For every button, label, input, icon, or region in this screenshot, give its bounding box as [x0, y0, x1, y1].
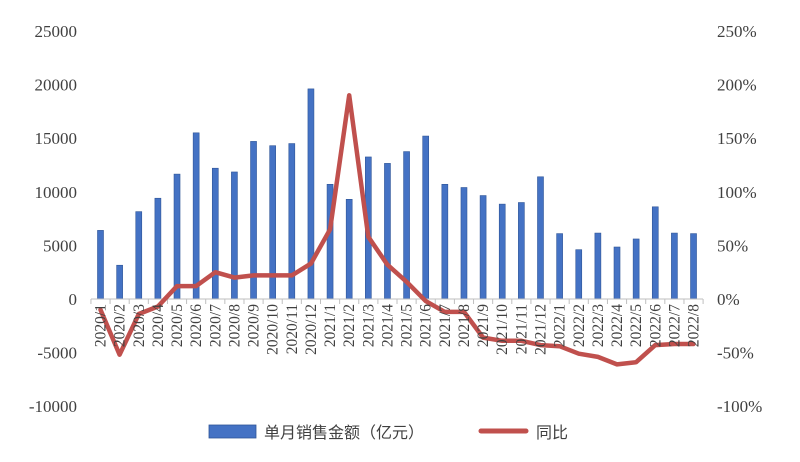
left-axis-tick-label: 0	[69, 290, 78, 309]
x-axis-category-label: 2021/7	[437, 304, 454, 347]
legend-line-label: 同比	[536, 423, 568, 442]
right-axis-tick-label: 100%	[717, 183, 757, 202]
bar	[556, 233, 563, 300]
right-axis-tick-label: -100%	[717, 397, 762, 416]
left-axis-tick-label: 10000	[35, 183, 78, 202]
x-axis-category-label: 2022/7	[666, 304, 683, 347]
x-axis-category-label: 2020/9	[246, 304, 263, 347]
right-axis-tick-label: -50%	[717, 344, 754, 363]
x-axis-category-label: 2020/8	[226, 304, 243, 347]
left-axis-tick-label: -5000	[37, 344, 77, 363]
x-axis-category-label: 2021/9	[475, 304, 492, 347]
x-axis-category-label: 2021/3	[360, 304, 377, 347]
legend-bar-swatch	[208, 424, 257, 439]
x-axis-category-label: 2022/4	[609, 304, 626, 347]
right-axis-tick-label: 250%	[717, 22, 757, 41]
bar	[613, 246, 621, 300]
bar	[192, 132, 200, 300]
x-axis-category-label: 2021/6	[418, 304, 435, 347]
bar	[403, 151, 410, 300]
x-axis-category-label: 2020/4	[150, 304, 167, 347]
bar	[173, 173, 181, 300]
bar	[651, 206, 659, 300]
bar	[671, 232, 678, 300]
x-axis-category-label: 2020/3	[131, 304, 148, 347]
yoy-line	[98, 93, 696, 367]
bar	[441, 183, 449, 300]
x-axis-category-label: 2020/6	[188, 304, 205, 347]
line-series-yoy	[98, 93, 696, 367]
bar	[575, 249, 583, 300]
x-axis-category-labels: 2020/1 2020/2 2020/3 2020/4 2020/5 2020/6 2020…	[93, 304, 703, 355]
bar	[345, 199, 353, 300]
x-axis-category-label: 2020/11	[284, 304, 301, 354]
x-axis-category-label: 2021/12	[532, 304, 549, 355]
x-axis-category-label: 2022/3	[590, 304, 607, 347]
right-y-axis: 250% 200% 150% 100% 50% 0% -50% -100%	[717, 22, 762, 416]
bar	[498, 203, 506, 300]
left-axis-tick-label: 25000	[35, 22, 78, 41]
x-axis-category-label: 2022/8	[686, 304, 703, 347]
bar	[518, 202, 525, 300]
x-axis-category-label: 2021/2	[341, 304, 358, 347]
x-axis-category-label: 2020/2	[112, 304, 129, 347]
bar	[154, 197, 162, 300]
left-axis-tick-label: 20000	[35, 76, 78, 95]
right-axis-tick-label: 50%	[717, 236, 748, 255]
x-axis-category-label: 2020/12	[303, 304, 320, 355]
legend-bar-label: 单月销售金额（亿元）	[264, 423, 424, 442]
bar-series-sales	[97, 88, 697, 300]
x-axis-category-label: 2020/1	[93, 304, 110, 347]
x-axis-category-label: 2020/7	[207, 304, 224, 347]
bar	[211, 167, 219, 300]
left-y-axis: 25000 20000 15000 10000 5000 0 -5000 -10000	[29, 22, 77, 416]
right-axis-tick-label: 0%	[717, 290, 740, 309]
bar	[690, 233, 697, 300]
bar	[135, 211, 143, 300]
x-axis-category-label: 2022/1	[552, 304, 569, 347]
bar	[116, 264, 123, 300]
bar	[594, 232, 602, 300]
bar	[422, 135, 430, 300]
x-axis-category-label: 2021/10	[494, 304, 511, 355]
x-axis-category-label: 2021/8	[456, 304, 473, 347]
bar	[537, 176, 544, 300]
left-axis-tick-label: -10000	[29, 397, 77, 416]
x-axis-category-label: 2020/5	[169, 304, 186, 347]
legend: 单月销售金额（亿元） 同比	[208, 423, 568, 442]
x-axis-category-label: 2022/2	[571, 304, 588, 347]
x-axis-category-label: 2021/1	[322, 304, 339, 347]
bar	[97, 230, 104, 300]
x-axis-category-label: 2021/5	[399, 304, 416, 347]
x-axis-category-label: 2020/10	[265, 304, 282, 355]
bar	[460, 187, 468, 300]
left-axis-tick-label: 15000	[35, 129, 78, 148]
x-axis-category-label: 2021/11	[513, 304, 530, 354]
x-axis-baseline	[90, 298, 704, 304]
bar	[231, 171, 238, 300]
bar	[632, 238, 640, 300]
bar	[384, 163, 391, 300]
x-axis-category-label: 2022/6	[647, 304, 664, 347]
right-axis-tick-label: 150%	[717, 129, 757, 148]
bar	[479, 195, 487, 300]
right-axis-tick-label: 200%	[717, 76, 757, 95]
x-axis-category-label: 2021/4	[379, 304, 396, 347]
left-axis-tick-label: 5000	[43, 236, 77, 255]
x-axis-category-label: 2022/5	[628, 304, 645, 347]
